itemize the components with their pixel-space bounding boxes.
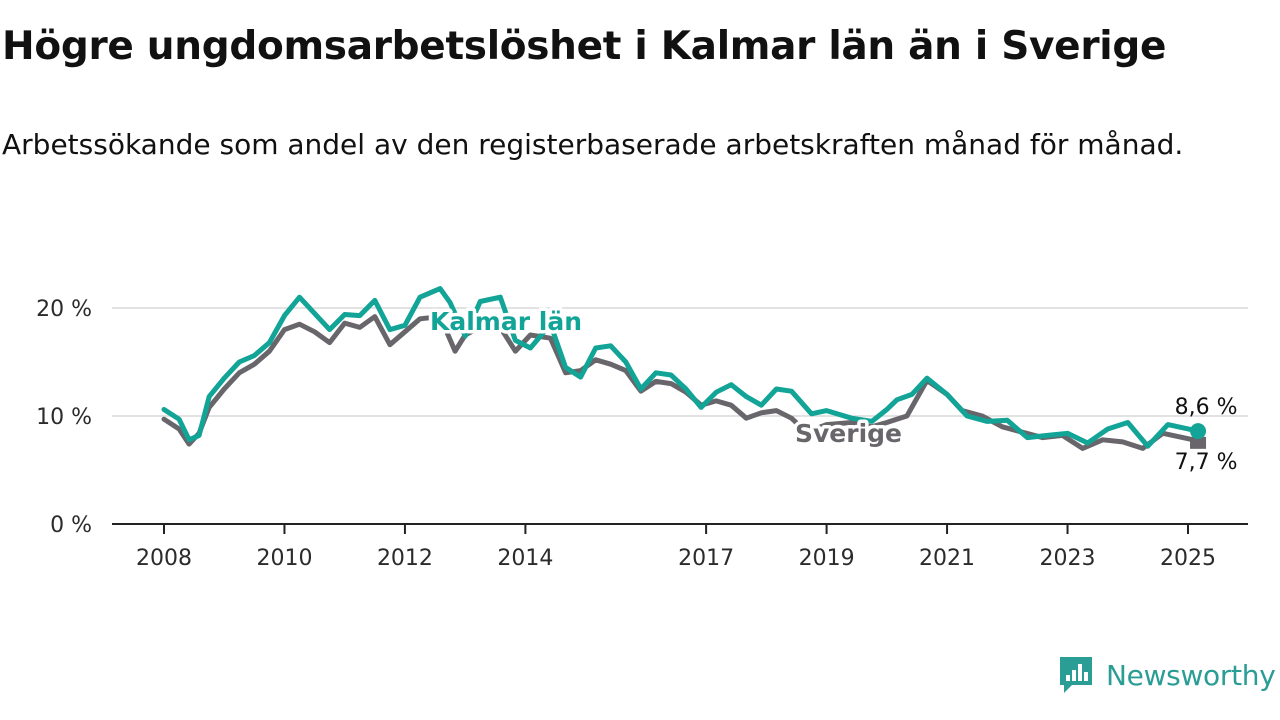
brand-name: Newsworthy [1106, 658, 1276, 692]
x-tick-label: 2014 [497, 546, 553, 571]
brand-logo: Newsworthy [1058, 654, 1276, 696]
x-tick-label: 2019 [799, 546, 855, 571]
end-point-sverige [1190, 436, 1207, 449]
series-label-sverige: Sverige [795, 419, 902, 448]
chart-subtitle: Arbetssökande som andel av den registerb… [2, 128, 1184, 161]
y-tick-label: 10 % [36, 405, 92, 430]
x-tick-label: 2021 [919, 546, 975, 571]
y-tick-label: 20 % [36, 297, 92, 322]
series-line-sverige [161, 314, 1201, 451]
x-tick-label: 2017 [678, 546, 734, 571]
y-tick-label: 0 % [50, 513, 92, 538]
end-label-sverige: 7,7 % [1175, 450, 1238, 475]
x-tick-label: 2023 [1040, 546, 1096, 571]
gridlines [112, 307, 1248, 417]
series-labels: 8,6 % 7,7 % Kalmar län Sverige [427, 304, 1238, 476]
x-tick-label: 2025 [1160, 546, 1216, 571]
series-label-kalmar: Kalmar län [430, 307, 582, 336]
series-line-kalmar-l-n [161, 286, 1201, 449]
x-tick-label: 2012 [377, 546, 433, 571]
chart-title: Högre ungdomsarbetslöshet i Kalmar län ä… [2, 24, 1167, 69]
x-axis: 2008 2010 2012 2014 2017 2019 2021 2023 2025 [112, 523, 1248, 571]
x-tick-label: 2008 [136, 546, 192, 571]
line-chart: 2008 2010 2012 2014 2017 2019 2021 2023 2025 0 %… [36, 286, 1248, 571]
series-lines [161, 286, 1207, 451]
end-point-kalmar-l-n [1190, 423, 1207, 440]
y-axis: 0 % 10 % 20 % [36, 297, 92, 538]
x-tick-label: 2010 [256, 546, 312, 571]
end-label-kalmar: 8,6 % [1175, 395, 1238, 420]
newsworthy-logo-icon [1060, 657, 1092, 693]
